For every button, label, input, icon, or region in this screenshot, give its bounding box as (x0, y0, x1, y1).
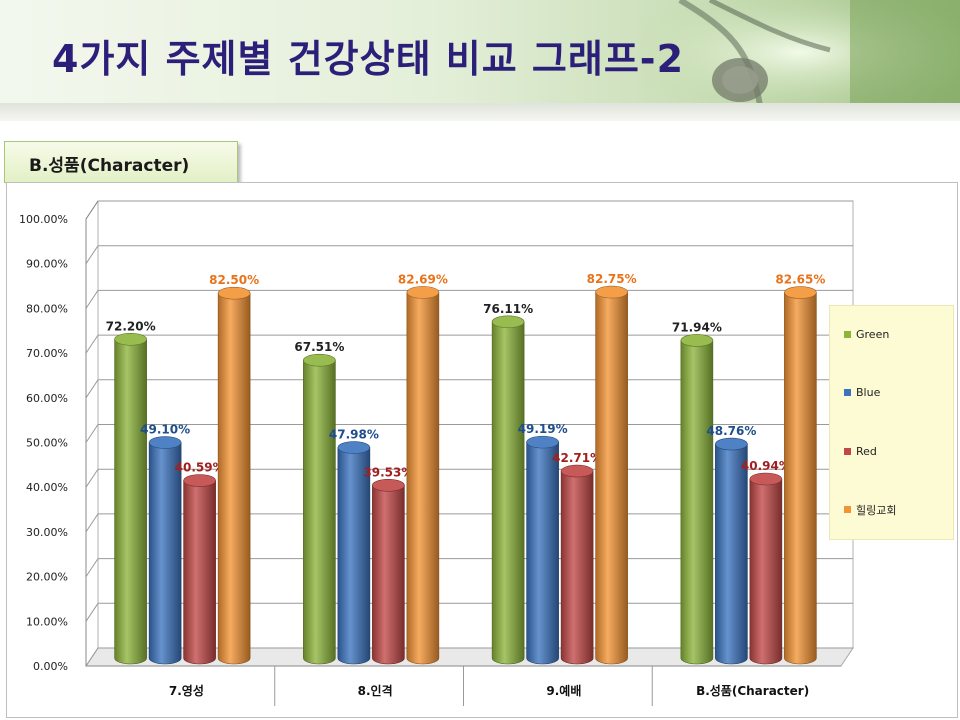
bar-top-green (303, 353, 336, 367)
y-tick-label: 60.00% (26, 392, 68, 405)
bar-red (560, 470, 594, 665)
y-tick-label: 0.00% (33, 660, 68, 673)
bar-blue (148, 442, 182, 665)
bar-green (114, 338, 147, 665)
data-label: 72.20% (106, 319, 156, 333)
y-tick-label: 50.00% (26, 437, 68, 450)
bar-red (372, 485, 405, 665)
bar-top-힐링교회 (217, 286, 251, 300)
data-label: 42.71% (552, 451, 602, 465)
data-label: 71.94% (672, 320, 722, 334)
bar-top-blue (526, 435, 559, 449)
bar-green (491, 321, 525, 665)
section-label-box: B.성품(Character) (4, 141, 238, 183)
data-label: 82.65% (775, 273, 825, 287)
legend-label: 힐링교회 (856, 503, 897, 517)
legend-swatch (844, 447, 851, 455)
y-tick-label: 20.00% (26, 571, 68, 584)
legend-swatch (844, 330, 851, 338)
y-tick-label: 80.00% (26, 302, 68, 315)
x-category-label: 8.인격 (358, 683, 393, 698)
y-tick-label: 90.00% (26, 258, 68, 271)
bar-top-blue (148, 436, 182, 449)
legend-item: Red (844, 443, 877, 459)
bar-top-힐링교회 (406, 286, 440, 299)
legend-swatch (844, 506, 851, 513)
page-title: 4가지 주제별 건강상태 비교 그래프-2 (52, 37, 685, 81)
x-category-label: 9.예배 (546, 683, 581, 698)
bar-blue (526, 441, 559, 665)
bar-blue (715, 443, 748, 665)
y-tick-label: 40.00% (26, 481, 68, 494)
data-label: 47.98% (329, 428, 379, 442)
legend-label: Red (856, 444, 877, 458)
legend-label: Green (856, 327, 890, 341)
x-category-label: B.성품(Character) (696, 684, 809, 698)
legend-label: Blue (856, 386, 881, 399)
bar-top-힐링교회 (784, 286, 817, 299)
y-tick-label: 70.00% (26, 347, 68, 360)
bar-red (183, 480, 216, 665)
y-tick-label: 30.00% (26, 526, 68, 539)
section-label: B.성품(Character) (29, 156, 190, 176)
bar-blue (337, 447, 371, 665)
y-tick-label: 10.00% (26, 615, 68, 628)
stethoscope-image (640, 0, 960, 105)
bar-top-힐링교회 (595, 285, 628, 299)
bar-top-green (491, 315, 525, 329)
data-label: 49.19% (518, 422, 568, 436)
data-label: 67.51% (294, 340, 344, 354)
bar-top-blue (337, 441, 371, 454)
bar-chart: 0.00% 10.00% 20.00% 30.00% 40.00% 50.00% 60.00… (19, 200, 854, 706)
bar-red (749, 478, 783, 665)
bar-top-blue (715, 437, 748, 451)
bar-힐링교회 (406, 292, 440, 665)
legend-item: 힐링교회 (844, 502, 896, 518)
data-label: 48.76% (706, 424, 756, 438)
legend-item: Green (844, 326, 889, 342)
y-tick-label: 100.00% (19, 213, 68, 226)
bar-green (680, 340, 714, 665)
bar-top-green (114, 332, 147, 346)
bar-힐링교회 (595, 291, 628, 665)
bar-top-red (560, 464, 594, 478)
legend-swatch (844, 389, 851, 396)
data-label: 49.10% (140, 423, 190, 437)
bar-top-red (749, 472, 783, 486)
data-label: 82.75% (587, 272, 637, 286)
header-divider (0, 103, 960, 121)
y-axis (85, 200, 99, 666)
legend-item: Blue (844, 385, 880, 401)
x-category-label: 7.영성 (169, 683, 204, 698)
bar-top-red (183, 474, 216, 487)
gridline (85, 245, 853, 264)
bar-힐링교회 (784, 292, 817, 665)
data-label: 76.11% (483, 302, 533, 316)
bar-top-red (372, 479, 405, 492)
data-label: 40.59% (175, 461, 225, 475)
data-label: 39.53% (363, 465, 413, 479)
bar-green (303, 359, 336, 665)
data-label: 82.50% (209, 273, 259, 287)
chart-legend: Green Blue Red 힐링교회 (829, 305, 954, 540)
data-label: 82.69% (398, 272, 448, 286)
data-label: 40.94% (741, 459, 791, 473)
bar-top-green (680, 334, 714, 347)
bar-힐링교회 (217, 292, 251, 665)
